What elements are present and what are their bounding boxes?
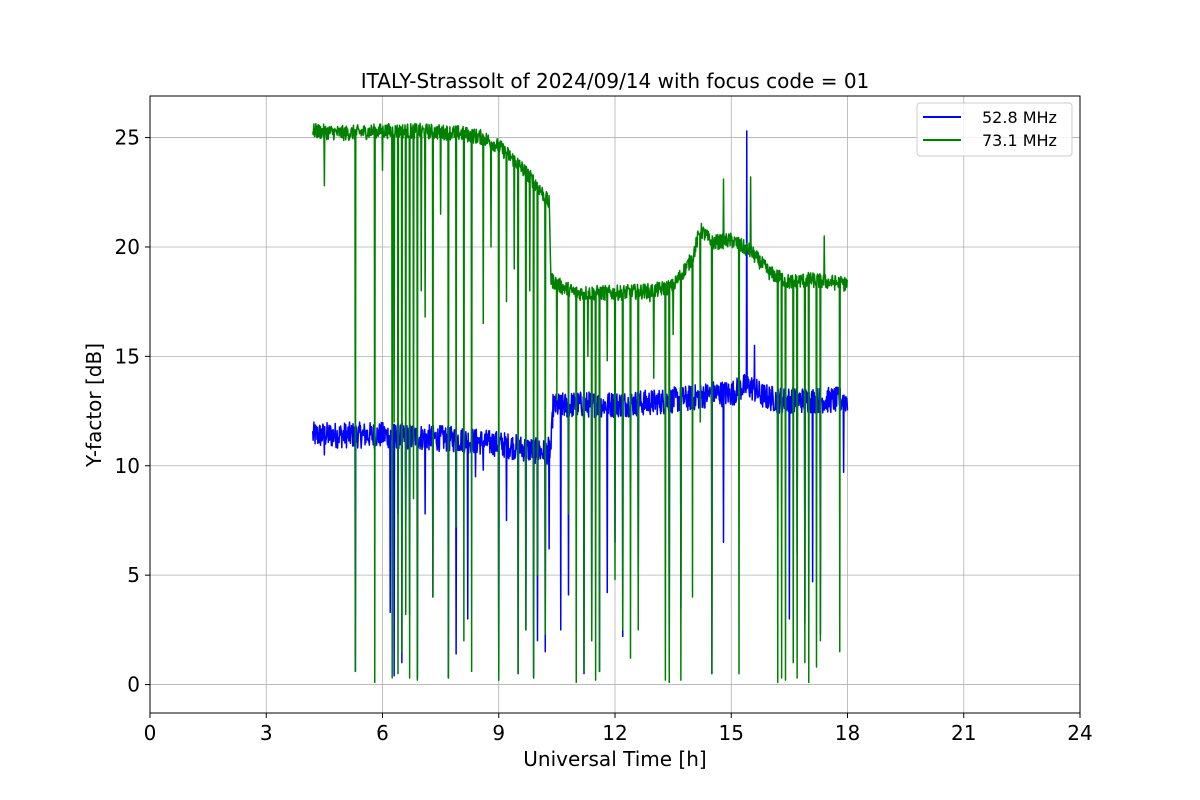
y-axis-label: Y-factor [dB] xyxy=(82,343,106,468)
x-tick-label: 0 xyxy=(144,721,157,745)
y-tick-label: 25 xyxy=(115,126,140,150)
series-line-73-1-mhz xyxy=(312,122,849,684)
legend-label-73-1-mhz: 73.1 MHz xyxy=(982,131,1057,150)
x-tick-label: 15 xyxy=(719,721,744,745)
y-tick-label: 5 xyxy=(127,563,140,587)
plot-series xyxy=(312,122,849,684)
legend-label-52-8-mhz: 52.8 MHz xyxy=(982,108,1057,127)
x-axis-label: Universal Time [h] xyxy=(523,747,706,771)
chart-title: ITALY-Strassolt of 2024/09/14 with focus… xyxy=(361,69,870,93)
series-line-52-8-mhz xyxy=(312,130,849,681)
x-tick-label: 12 xyxy=(602,721,627,745)
y-tick-label: 20 xyxy=(115,235,140,259)
x-tick-label: 6 xyxy=(376,721,389,745)
x-tick-label: 21 xyxy=(951,721,976,745)
x-tick-label: 3 xyxy=(260,721,273,745)
x-tick-label: 18 xyxy=(835,721,860,745)
ticks: 0 3 6 9 12 15 18 21 24 0 5 10 15 20 25 xyxy=(115,126,1093,745)
y-tick-label: 10 xyxy=(115,454,140,478)
x-tick-label: 24 xyxy=(1067,721,1092,745)
legend: 52.8 MHz 73.1 MHz xyxy=(916,102,1073,157)
y-tick-label: 0 xyxy=(127,673,140,697)
x-tick-label: 9 xyxy=(492,721,505,745)
y-tick-label: 15 xyxy=(115,344,140,368)
